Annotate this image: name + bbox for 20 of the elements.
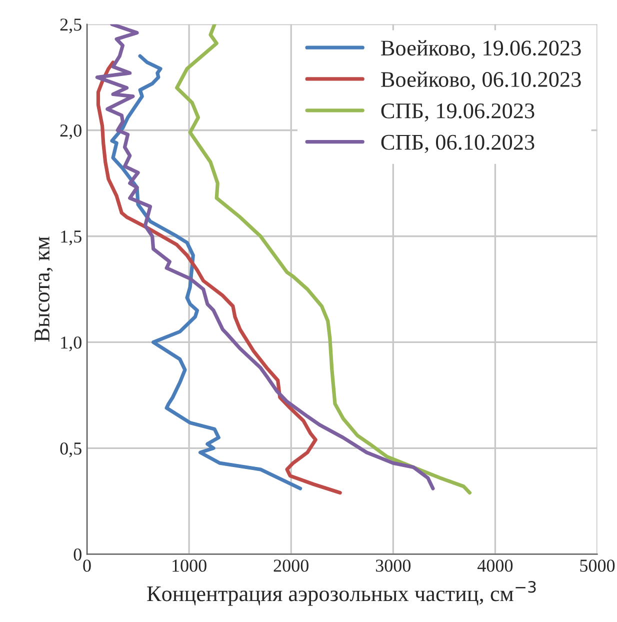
legend-label: СПБ, 19.06.2023 [381,103,534,122]
y-tick-label: 0,5 [60,442,82,458]
x-axis-title: Концентрация аэрозольных частиц, см$^{−3}$ [147,580,536,606]
line-series [96,60,342,495]
x-tick-label: 5000 [580,560,615,572]
x-tick-label: 1000 [172,560,206,572]
x-tick-label: 4000 [478,560,513,572]
y-tick-label: 0 [74,548,82,561]
y-tick-label: 2,0 [60,124,82,140]
legend-label: СПБ, 06.10.2023 [381,134,534,153]
x-tick-label: 2000 [274,560,308,572]
line-series [110,54,302,490]
y-tick-label: 2,5 [60,18,82,34]
y-tick-label: 1,5 [61,230,82,246]
x-tick-label: 0 [83,560,91,572]
y-tick-label: 1,0 [61,336,82,352]
legend-label: Воейково, 19.06.2023 [381,40,581,59]
legend-label: Воейково, 06.10.2023 [381,72,581,90]
x-tick-label: 3000 [376,560,411,572]
y-axis-title: Высота, км [34,236,53,342]
